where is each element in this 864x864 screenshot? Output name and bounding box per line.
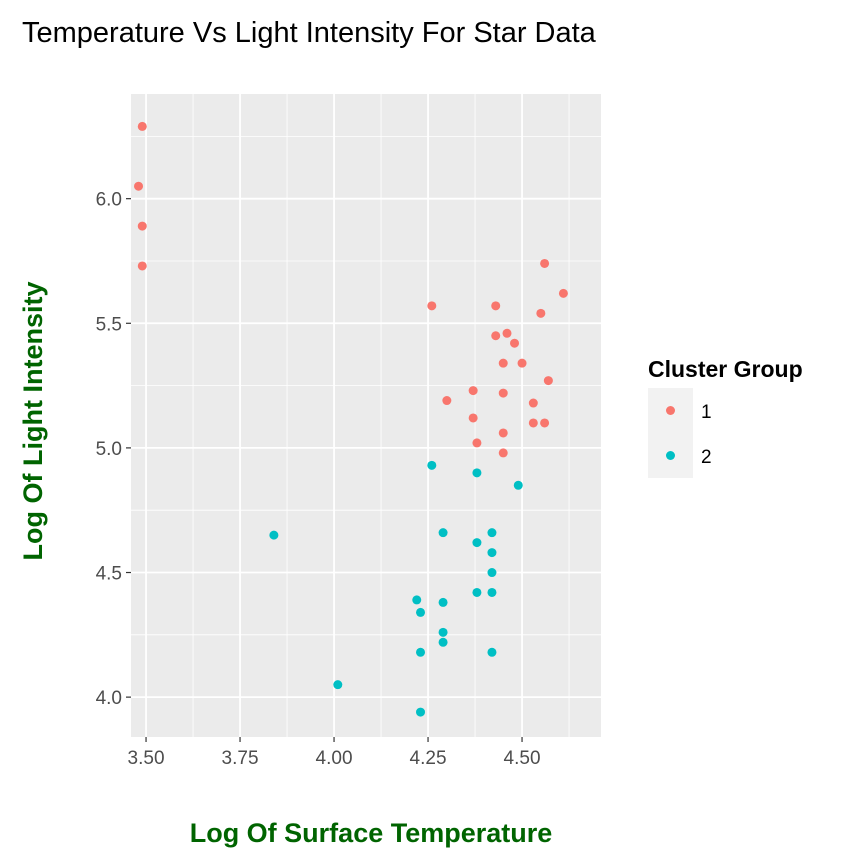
x-tick-label: 3.50 — [128, 748, 165, 769]
data-point-cluster-2 — [487, 528, 497, 538]
data-point-cluster-2 — [438, 597, 448, 607]
plot-background — [131, 94, 601, 737]
data-point-cluster-1 — [134, 181, 144, 191]
data-point-cluster-2 — [416, 607, 426, 617]
data-point-cluster-1 — [137, 121, 147, 131]
data-point-cluster-2 — [269, 530, 279, 540]
legend-label-2: 2 — [701, 447, 712, 468]
data-point-cluster-2 — [487, 548, 497, 558]
data-point-cluster-1 — [540, 418, 550, 428]
data-point-cluster-2 — [438, 627, 448, 637]
chart-title: Temperature Vs Light Intensity For Star … — [22, 17, 597, 49]
data-point-cluster-1 — [498, 428, 508, 438]
data-point-cluster-2 — [487, 647, 497, 657]
legend: Cluster Group 1 2 — [648, 356, 803, 478]
data-point-cluster-2 — [416, 647, 426, 657]
y-tick-label: 4.0 — [96, 688, 122, 709]
data-point-cluster-1 — [468, 386, 478, 396]
data-point-cluster-1 — [540, 258, 550, 268]
data-point-cluster-1 — [442, 396, 452, 406]
data-point-cluster-2 — [513, 480, 523, 490]
data-point-cluster-1 — [543, 376, 553, 386]
data-points — [134, 121, 568, 717]
x-tick-label: 4.00 — [316, 748, 353, 769]
legend-title: Cluster Group — [648, 356, 803, 382]
x-tick-label: 3.75 — [222, 748, 259, 769]
data-point-cluster-1 — [558, 288, 568, 298]
legend-label-1: 1 — [701, 402, 712, 423]
y-tick-label: 4.5 — [96, 564, 122, 585]
data-point-cluster-2 — [472, 538, 482, 548]
data-point-cluster-2 — [472, 587, 482, 597]
data-point-cluster-1 — [498, 358, 508, 368]
data-point-cluster-1 — [498, 448, 508, 458]
data-point-cluster-2 — [472, 468, 482, 478]
data-point-cluster-1 — [468, 413, 478, 423]
plot-panel — [131, 94, 601, 737]
grid-lines — [131, 94, 601, 737]
legend-marker-2 — [666, 451, 675, 460]
data-point-cluster-1 — [491, 301, 501, 311]
data-point-cluster-2 — [438, 528, 448, 538]
y-tick-label: 5.5 — [96, 314, 122, 335]
data-point-cluster-2 — [333, 680, 343, 690]
x-tick-label: 4.25 — [410, 748, 447, 769]
x-axis-title: Log Of Surface Temperature — [190, 818, 553, 848]
data-point-cluster-1 — [498, 388, 508, 398]
data-point-cluster-1 — [528, 398, 538, 408]
data-point-cluster-2 — [487, 568, 497, 578]
data-point-cluster-1 — [502, 328, 512, 338]
y-tick-label: 5.0 — [96, 439, 122, 460]
data-point-cluster-2 — [416, 707, 426, 717]
axis-ticks: 3.50 3.75 4.00 4.25 4.50 4.0 4.5 5.0 5.5 6.0 — [96, 190, 541, 769]
data-point-cluster-1 — [517, 358, 527, 368]
data-point-cluster-1 — [528, 418, 538, 428]
data-point-cluster-1 — [491, 331, 501, 341]
y-axis-title: Log Of Light Intensity — [18, 282, 48, 561]
legend-marker-1 — [666, 406, 675, 415]
data-point-cluster-1 — [427, 301, 437, 311]
data-point-cluster-1 — [536, 308, 546, 318]
data-point-cluster-2 — [412, 595, 422, 605]
data-point-cluster-1 — [472, 438, 482, 448]
data-point-cluster-1 — [137, 261, 147, 271]
x-tick-label: 4.50 — [504, 748, 541, 769]
data-point-cluster-2 — [487, 587, 497, 597]
data-point-cluster-2 — [427, 460, 437, 470]
y-tick-label: 6.0 — [96, 190, 122, 211]
data-point-cluster-2 — [438, 637, 448, 647]
data-point-cluster-1 — [510, 338, 520, 348]
data-point-cluster-1 — [137, 221, 147, 231]
